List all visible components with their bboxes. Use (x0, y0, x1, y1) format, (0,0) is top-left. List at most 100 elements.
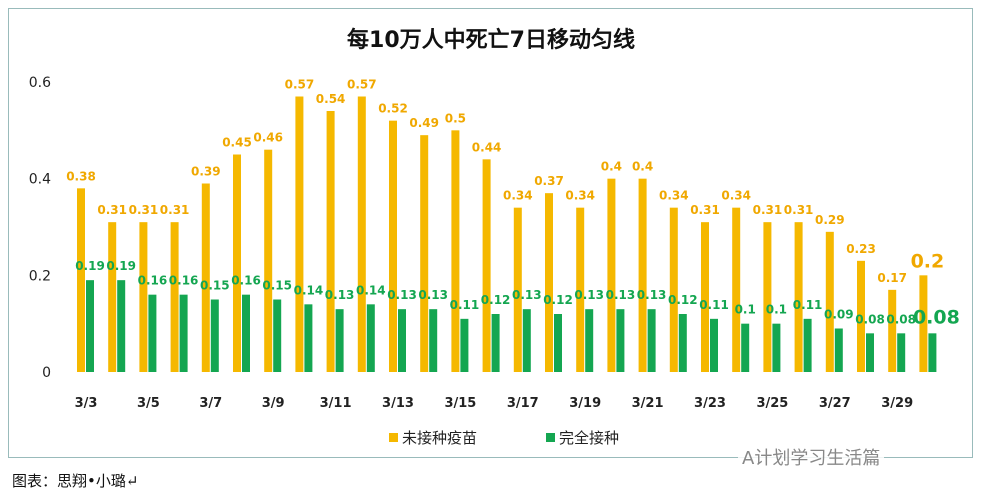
bar-unvaccinated (919, 275, 928, 372)
y-tick-label: 0 (42, 365, 51, 381)
watermark: A计划学习生活篇 (738, 444, 885, 470)
y-tick-label: 0.4 (29, 172, 51, 188)
data-label: 0.13 (512, 288, 542, 302)
data-label: 0.16 (169, 274, 199, 288)
data-label: 0.29 (815, 213, 845, 227)
data-label: 0.11 (699, 298, 729, 312)
bar-unvaccinated (201, 183, 210, 372)
bar-vaccinated (647, 309, 656, 372)
x-tick-label: 3/13 (382, 396, 414, 411)
data-label: 0.39 (191, 165, 221, 179)
data-label: 0.1 (735, 303, 756, 317)
bar-vaccinated (273, 299, 282, 372)
data-label: 0.38 (66, 169, 96, 183)
data-label: 0.52 (378, 102, 408, 116)
bar-unvaccinated (638, 178, 647, 372)
bar-unvaccinated (513, 207, 522, 372)
x-tick-label: 3/19 (569, 396, 601, 411)
bar-vaccinated (616, 309, 625, 372)
data-label: 0.34 (565, 189, 595, 203)
data-label: 0.15 (262, 279, 292, 293)
data-label: 0.09 (824, 308, 854, 322)
data-label: 0.31 (160, 203, 190, 217)
data-label: 0.08 (913, 306, 960, 328)
bar-vaccinated (554, 314, 562, 372)
bar-vaccinated (210, 299, 219, 372)
data-label: 0.44 (472, 140, 502, 154)
data-label: 0.12 (668, 293, 698, 307)
bar-unvaccinated (77, 188, 85, 372)
bar-unvaccinated (545, 193, 553, 372)
bar-unvaccinated (233, 154, 241, 372)
bar-unvaccinated (701, 222, 709, 372)
data-label: 0.12 (543, 293, 573, 307)
data-label: 0.19 (75, 259, 105, 273)
bar-unvaccinated (451, 130, 460, 372)
chart-caption: 图表：思翔•小璐↵ (12, 472, 139, 490)
x-tick-label: 3/15 (444, 396, 476, 411)
bar-vaccinated (522, 309, 531, 372)
data-label: 0.31 (753, 203, 783, 217)
data-label: 0.2 (911, 250, 945, 272)
data-label: 0.13 (387, 288, 417, 302)
x-tick-label: 3/29 (881, 396, 913, 411)
data-label: 0.4 (601, 160, 622, 174)
data-label: 0.16 (231, 274, 261, 288)
bar-vaccinated (491, 314, 500, 372)
bar-vaccinated (86, 280, 94, 372)
data-label: 0.11 (450, 298, 480, 312)
bar-unvaccinated (357, 96, 366, 372)
x-tick-label: 3/3 (75, 396, 98, 411)
bar-vaccinated (179, 294, 188, 372)
bar-vaccinated (710, 318, 718, 372)
data-label: 0.34 (503, 189, 533, 203)
bar-unvaccinated (170, 222, 179, 372)
bar-unvaccinated (576, 207, 585, 372)
bar-unvaccinated (607, 178, 616, 372)
x-tick-label: 3/17 (507, 396, 539, 411)
bar-unvaccinated (295, 96, 304, 372)
x-tick-label: 3/5 (137, 396, 160, 411)
data-label: 0.12 (481, 293, 511, 307)
bar-vaccinated (398, 309, 406, 372)
legend-label: 完全接种 (559, 429, 619, 447)
x-tick-label: 3/7 (199, 396, 222, 411)
data-label: 0.31 (784, 203, 814, 217)
bar-vaccinated (148, 294, 157, 372)
data-label: 0.13 (418, 288, 448, 302)
data-label: 0.57 (285, 78, 315, 92)
legend-swatch (546, 433, 555, 442)
data-label: 0.13 (325, 288, 355, 302)
data-label: 0.31 (690, 203, 720, 217)
data-label: 0.45 (222, 136, 252, 150)
chart-title: 每10万人中死亡7日移动匀线 (347, 27, 635, 53)
bar-unvaccinated (389, 120, 397, 373)
x-tick-label: 3/11 (320, 396, 352, 411)
bar-vaccinated (834, 328, 843, 372)
data-label: 0.34 (721, 189, 751, 203)
chart-frame: 每10万人中死亡7日移动匀线 0 0.2 0.4 0.6 0.38 0.31 0.31 0.31… (8, 8, 973, 458)
data-label: 0.31 (97, 203, 127, 217)
data-label: 0.49 (409, 116, 439, 130)
data-label: 0.4 (632, 160, 653, 174)
data-label: 0.11 (793, 298, 823, 312)
bar-unvaccinated (139, 222, 148, 372)
bar-vaccinated (772, 323, 781, 372)
bar-unvaccinated (825, 231, 834, 372)
data-label: 0.08 (886, 312, 916, 326)
bar-vaccinated (741, 323, 750, 372)
bar-vaccinated (335, 309, 344, 372)
x-tick-label: 3/21 (632, 396, 664, 411)
data-label: 0.16 (138, 274, 168, 288)
data-label: 0.5 (445, 111, 466, 125)
bar-vaccinated (585, 309, 594, 372)
legend-label: 未接种疫苗 (402, 429, 477, 447)
data-label: 0.54 (316, 92, 346, 106)
bar-unvaccinated (763, 222, 772, 372)
bar-vaccinated (304, 304, 313, 372)
legend-swatch (389, 433, 398, 442)
data-label: 0.13 (574, 288, 604, 302)
bar-unvaccinated (732, 207, 741, 372)
bar-vaccinated (366, 304, 375, 372)
bar-vaccinated (803, 318, 812, 372)
